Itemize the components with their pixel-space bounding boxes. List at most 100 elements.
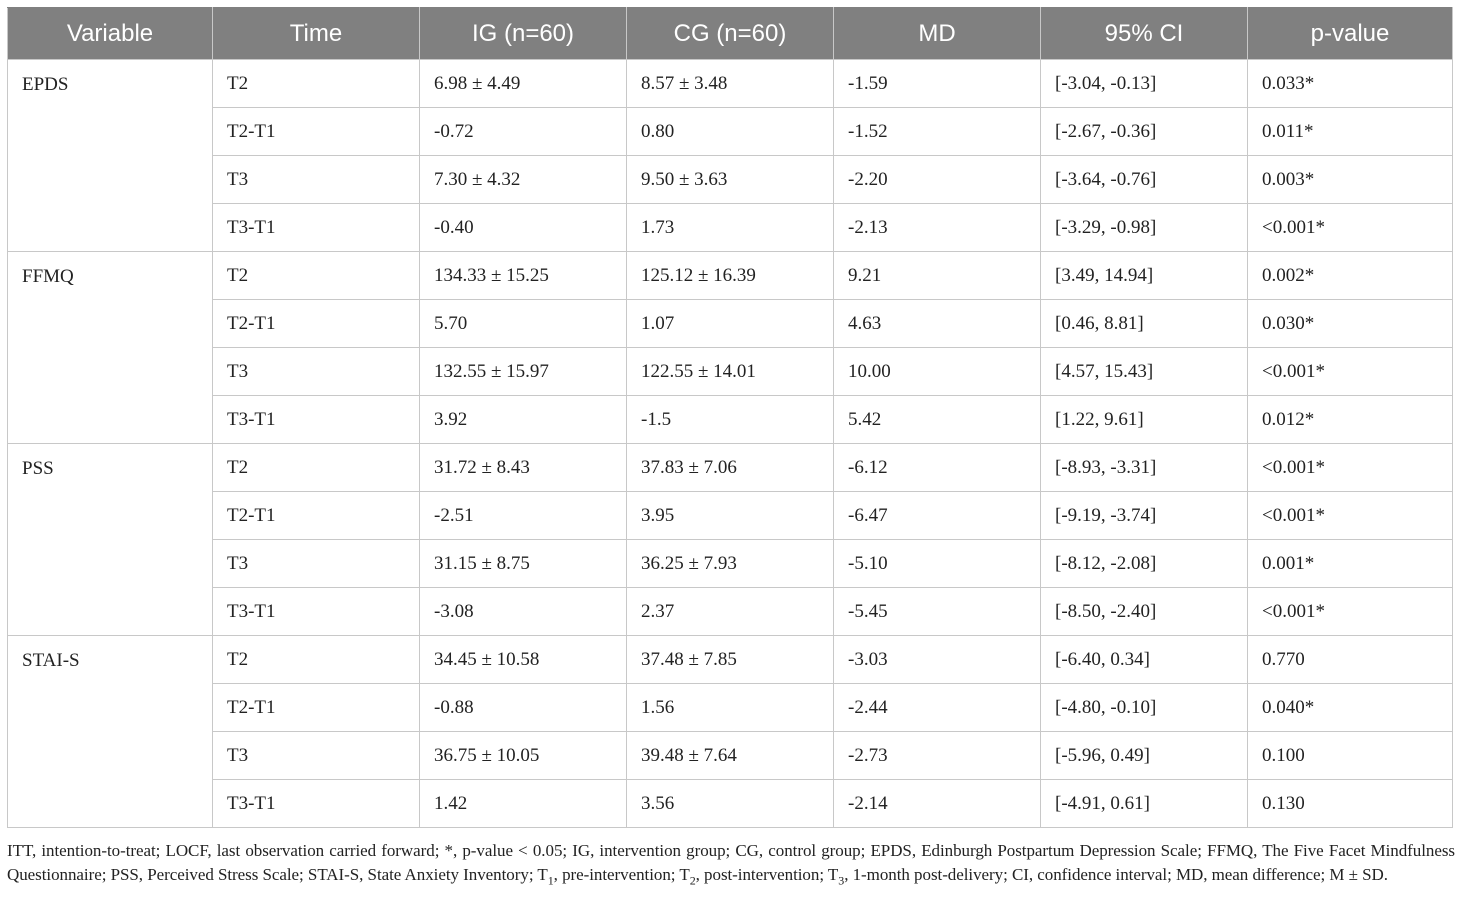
time-cell: T3-T1 [212, 395, 420, 444]
md-cell: 5.42 [833, 395, 1041, 444]
time-cell: T3-T1 [212, 779, 420, 828]
md-cell: -2.73 [833, 731, 1041, 780]
cg-cell: 3.56 [626, 779, 834, 828]
cg-cell: 1.07 [626, 299, 834, 348]
md-cell: -1.52 [833, 107, 1041, 156]
cg-cell: 37.48 ± 7.85 [626, 635, 834, 684]
ig-cell: -0.72 [419, 107, 627, 156]
table-row: T3 132.55 ± 15.97 122.55 ± 14.01 10.00 [4.57… [8, 347, 1453, 396]
cg-cell: 125.12 ± 16.39 [626, 251, 834, 300]
p-value-cell: <0.001* [1247, 491, 1453, 540]
ig-cell: 36.75 ± 10.05 [419, 731, 627, 780]
time-cell: T2-T1 [212, 299, 420, 348]
md-cell: 10.00 [833, 347, 1041, 396]
time-cell: T2-T1 [212, 107, 420, 156]
ci-cell: [-8.93, -3.31] [1040, 443, 1248, 492]
ci-cell: [-3.04, -0.13] [1040, 59, 1248, 108]
ig-cell: 31.72 ± 8.43 [419, 443, 627, 492]
time-cell: T3-T1 [212, 587, 420, 636]
header-md: MD [833, 7, 1041, 60]
header-ig: IG (n=60) [419, 7, 627, 60]
ig-cell: 7.30 ± 4.32 [419, 155, 627, 204]
time-cell: T2 [212, 443, 420, 492]
ci-cell: [-5.96, 0.49] [1040, 731, 1248, 780]
table-row: T3 36.75 ± 10.05 39.48 ± 7.64 -2.73 [-5.96, … [8, 731, 1453, 780]
cg-cell: 2.37 [626, 587, 834, 636]
p-value-cell: 0.770 [1247, 635, 1453, 684]
p-value-cell: <0.001* [1247, 203, 1453, 252]
header-time: Time [212, 7, 420, 60]
time-cell: T2 [212, 59, 420, 108]
ig-cell: -0.40 [419, 203, 627, 252]
time-cell: T3-T1 [212, 203, 420, 252]
ci-cell: [4.57, 15.43] [1040, 347, 1248, 396]
cg-cell: 0.80 [626, 107, 834, 156]
ig-cell: 34.45 ± 10.58 [419, 635, 627, 684]
md-cell: 4.63 [833, 299, 1041, 348]
p-value-cell: 0.012* [1247, 395, 1453, 444]
p-value-cell: <0.001* [1247, 587, 1453, 636]
table-row: T2-T1 5.70 1.07 4.63 [0.46, 8.81] 0.030* [8, 299, 1453, 348]
ci-cell: [-8.12, -2.08] [1040, 539, 1248, 588]
ig-cell: 3.92 [419, 395, 627, 444]
time-cell: T2-T1 [212, 491, 420, 540]
md-cell: -3.03 [833, 635, 1041, 684]
cg-cell: 1.73 [626, 203, 834, 252]
cg-cell: 36.25 ± 7.93 [626, 539, 834, 588]
p-value-cell: 0.033* [1247, 59, 1453, 108]
p-value-cell: 0.001* [1247, 539, 1453, 588]
ci-cell: [-3.29, -0.98] [1040, 203, 1248, 252]
results-table-container: Variable Time IG (n=60) CG (n=60) MD 95%… [7, 7, 1453, 828]
ig-cell: 1.42 [419, 779, 627, 828]
table-row: T3-T1 3.92 -1.5 5.42 [1.22, 9.61] 0.012* [8, 395, 1453, 444]
header-variable: Variable [7, 7, 213, 60]
cg-cell: 39.48 ± 7.64 [626, 731, 834, 780]
ig-cell: -2.51 [419, 491, 627, 540]
p-value-cell: 0.002* [1247, 251, 1453, 300]
time-cell: T2 [212, 635, 420, 684]
table-row: T3-T1 -0.40 1.73 -2.13 [-3.29, -0.98] <0.001* [8, 203, 1453, 252]
cg-cell: 8.57 ± 3.48 [626, 59, 834, 108]
ci-cell: [-2.67, -0.36] [1040, 107, 1248, 156]
ig-cell: -0.88 [419, 683, 627, 732]
ig-cell: 6.98 ± 4.49 [419, 59, 627, 108]
variable-cell: PSS [7, 443, 213, 636]
table-row: T2-T1 -0.88 1.56 -2.44 [-4.80, -0.10] 0.040* [8, 683, 1453, 732]
md-cell: -6.12 [833, 443, 1041, 492]
ci-cell: [-6.40, 0.34] [1040, 635, 1248, 684]
cg-cell: 1.56 [626, 683, 834, 732]
ci-cell: [-9.19, -3.74] [1040, 491, 1248, 540]
p-value-cell: <0.001* [1247, 443, 1453, 492]
table-body: EPDS T2 6.98 ± 4.49 8.57 ± 3.48 -1.59 [-3.04,… [7, 59, 1453, 828]
table-row: T3-T1 -3.08 2.37 -5.45 [-8.50, -2.40] <0.001* [8, 587, 1453, 636]
cg-cell: 122.55 ± 14.01 [626, 347, 834, 396]
ci-cell: [-4.80, -0.10] [1040, 683, 1248, 732]
ci-cell: [0.46, 8.81] [1040, 299, 1248, 348]
p-value-cell: 0.130 [1247, 779, 1453, 828]
variable-cell: FFMQ [7, 251, 213, 444]
md-cell: -2.13 [833, 203, 1041, 252]
results-table: Variable Time IG (n=60) CG (n=60) MD 95%… [7, 7, 1453, 828]
table-row: STAI-S T2 34.45 ± 10.58 37.48 ± 7.85 -3.03 [-… [7, 635, 1453, 828]
ig-cell: 5.70 [419, 299, 627, 348]
md-cell: -1.59 [833, 59, 1041, 108]
table-row: T2-T1 -2.51 3.95 -6.47 [-9.19, -3.74] <0.001* [8, 491, 1453, 540]
ci-cell: [-8.50, -2.40] [1040, 587, 1248, 636]
p-value-cell: 0.030* [1247, 299, 1453, 348]
table-row: FFMQ T2 134.33 ± 15.25 125.12 ± 16.39 9.21 [3… [7, 251, 1453, 444]
table-row: T3 7.30 ± 4.32 9.50 ± 3.63 -2.20 [-3.64, -0.… [8, 155, 1453, 204]
p-value-cell: <0.001* [1247, 347, 1453, 396]
table-footnote: ITT, intention-to-treat; LOCF, last obse… [7, 841, 1455, 888]
ci-cell: [-4.91, 0.61] [1040, 779, 1248, 828]
ig-cell: 132.55 ± 15.97 [419, 347, 627, 396]
ig-cell: -3.08 [419, 587, 627, 636]
time-cell: T3 [212, 539, 420, 588]
time-cell: T2-T1 [212, 683, 420, 732]
table-row: EPDS T2 6.98 ± 4.49 8.57 ± 3.48 -1.59 [-3.04,… [7, 59, 1453, 252]
ig-cell: 31.15 ± 8.75 [419, 539, 627, 588]
p-value-cell: 0.100 [1247, 731, 1453, 780]
variable-cell: STAI-S [7, 635, 213, 828]
time-cell: T2 [212, 251, 420, 300]
cg-cell: 3.95 [626, 491, 834, 540]
header-p-value: p-value [1247, 7, 1453, 60]
